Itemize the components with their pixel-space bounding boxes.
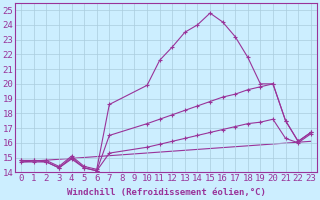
- X-axis label: Windchill (Refroidissement éolien,°C): Windchill (Refroidissement éolien,°C): [67, 188, 265, 197]
